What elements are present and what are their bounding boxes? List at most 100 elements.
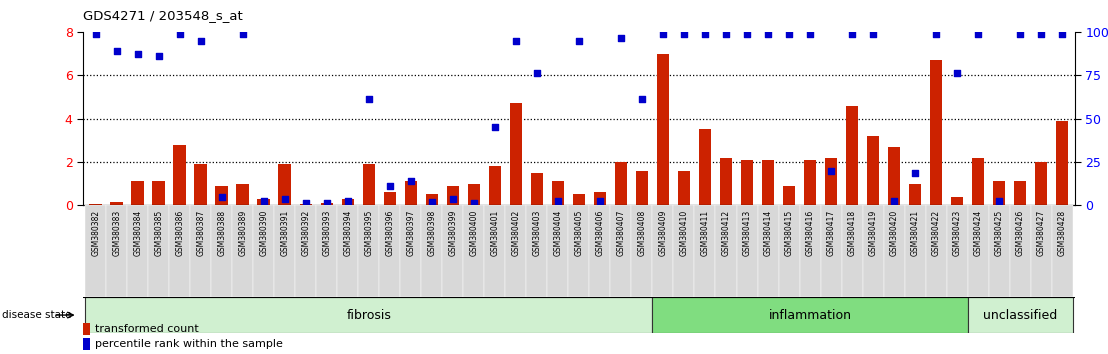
- Point: [234, 31, 252, 37]
- Text: transformed count: transformed count: [94, 324, 198, 334]
- Point: [633, 96, 650, 102]
- Point: [1054, 31, 1071, 37]
- Bar: [782, 186, 796, 205]
- Text: GSM380409: GSM380409: [658, 210, 667, 256]
- Bar: [421, 205, 442, 297]
- Bar: [83, 322, 91, 335]
- Bar: [383, 192, 397, 205]
- Bar: [904, 205, 925, 297]
- Bar: [589, 205, 611, 297]
- Bar: [1014, 182, 1026, 205]
- Point: [276, 196, 294, 202]
- Bar: [824, 158, 838, 205]
- Point: [717, 31, 735, 37]
- Text: percentile rank within the sample: percentile rank within the sample: [94, 339, 283, 349]
- Text: GSM380427: GSM380427: [1037, 210, 1046, 256]
- Text: GSM380404: GSM380404: [553, 210, 563, 256]
- Text: GSM380406: GSM380406: [595, 210, 605, 256]
- Text: GSM380396: GSM380396: [386, 210, 394, 256]
- Bar: [85, 297, 653, 333]
- Bar: [341, 199, 355, 205]
- Bar: [531, 173, 543, 205]
- Point: [927, 31, 945, 37]
- Point: [381, 183, 399, 189]
- Text: GSM380392: GSM380392: [301, 210, 310, 256]
- Bar: [1009, 205, 1030, 297]
- Bar: [758, 205, 779, 297]
- Point: [970, 31, 987, 37]
- Bar: [909, 184, 922, 205]
- Bar: [379, 205, 400, 297]
- Bar: [930, 60, 943, 205]
- Bar: [505, 205, 526, 297]
- Text: GSM380415: GSM380415: [784, 210, 793, 256]
- Text: GSM380412: GSM380412: [721, 210, 730, 256]
- Bar: [779, 205, 800, 297]
- Bar: [967, 205, 988, 297]
- Bar: [720, 158, 732, 205]
- Bar: [489, 166, 501, 205]
- Text: GSM380425: GSM380425: [995, 210, 1004, 256]
- Text: GSM380417: GSM380417: [827, 210, 835, 256]
- Text: GSM380402: GSM380402: [512, 210, 521, 256]
- Bar: [993, 182, 1005, 205]
- Text: GSM380382: GSM380382: [91, 210, 100, 256]
- Bar: [615, 162, 627, 205]
- Text: unclassified: unclassified: [983, 309, 1057, 321]
- Bar: [967, 297, 1073, 333]
- Point: [318, 200, 336, 206]
- Bar: [821, 205, 842, 297]
- Bar: [85, 205, 106, 297]
- Point: [107, 48, 125, 54]
- Bar: [946, 205, 967, 297]
- Text: GSM380423: GSM380423: [953, 210, 962, 256]
- Point: [423, 199, 441, 205]
- Bar: [842, 205, 862, 297]
- Point: [507, 38, 525, 44]
- Bar: [678, 171, 690, 205]
- Text: GSM380403: GSM380403: [533, 210, 542, 256]
- Bar: [132, 182, 144, 205]
- Bar: [862, 205, 883, 297]
- Text: GDS4271 / 203548_s_at: GDS4271 / 203548_s_at: [83, 9, 243, 22]
- Point: [444, 196, 462, 202]
- Text: GSM380414: GSM380414: [763, 210, 772, 256]
- Bar: [547, 205, 568, 297]
- Bar: [254, 205, 275, 297]
- Bar: [484, 205, 505, 297]
- Text: GSM380408: GSM380408: [637, 210, 646, 256]
- Bar: [716, 205, 737, 297]
- Text: GSM380405: GSM380405: [574, 210, 584, 256]
- Point: [255, 198, 273, 204]
- Bar: [362, 164, 376, 205]
- Bar: [1035, 162, 1047, 205]
- Text: GSM380399: GSM380399: [449, 210, 458, 256]
- Text: GSM380393: GSM380393: [322, 210, 331, 256]
- Point: [465, 200, 483, 206]
- Bar: [568, 205, 589, 297]
- Text: GSM380424: GSM380424: [974, 210, 983, 256]
- Text: GSM380416: GSM380416: [806, 210, 814, 256]
- Text: GSM380422: GSM380422: [932, 210, 941, 256]
- Point: [570, 38, 587, 44]
- Bar: [888, 147, 901, 205]
- Text: GSM380383: GSM380383: [112, 210, 121, 256]
- Bar: [573, 194, 585, 205]
- Bar: [442, 205, 463, 297]
- Text: GSM380421: GSM380421: [911, 210, 920, 256]
- Bar: [320, 203, 334, 205]
- Bar: [358, 205, 379, 297]
- Point: [948, 70, 966, 76]
- Bar: [400, 205, 421, 297]
- Bar: [463, 205, 484, 297]
- Bar: [632, 205, 653, 297]
- Bar: [106, 205, 127, 297]
- Text: GSM380385: GSM380385: [154, 210, 163, 256]
- Text: GSM380388: GSM380388: [217, 210, 226, 256]
- Text: GSM380420: GSM380420: [890, 210, 899, 256]
- Bar: [737, 205, 758, 297]
- Point: [297, 200, 315, 206]
- Point: [1012, 31, 1029, 37]
- Text: fibrosis: fibrosis: [347, 309, 391, 321]
- Point: [885, 198, 903, 204]
